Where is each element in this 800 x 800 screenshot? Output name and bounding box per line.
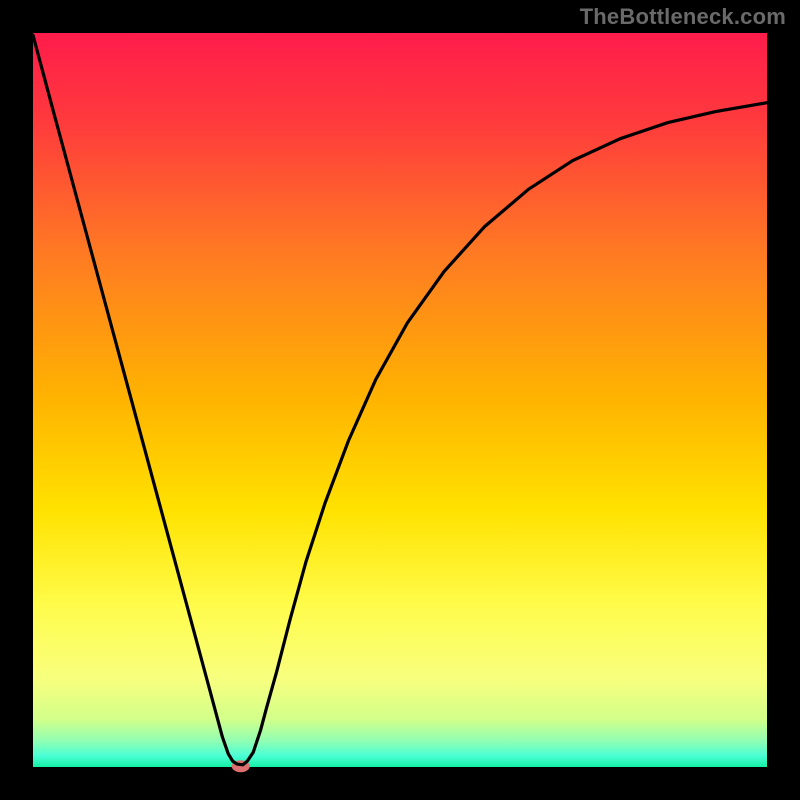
watermark-text: TheBottleneck.com — [580, 4, 786, 30]
chart-svg — [0, 0, 800, 800]
chart-frame: { "watermark": "TheBottleneck.com", "plo… — [0, 0, 800, 800]
plot-background — [33, 33, 767, 767]
